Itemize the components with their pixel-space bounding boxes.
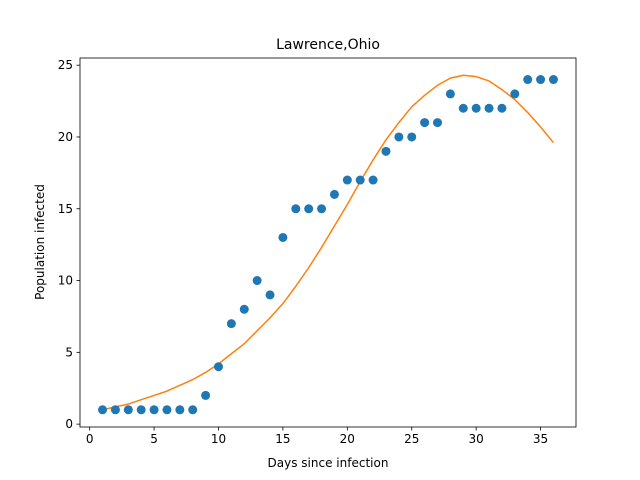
data-point: [265, 290, 275, 300]
data-point: [497, 103, 507, 113]
data-point: [355, 175, 365, 185]
data-point: [317, 204, 327, 214]
data-point: [98, 405, 108, 415]
x-tick-label: 30: [469, 432, 484, 446]
x-axis-label: Days since infection: [268, 456, 389, 470]
data-point: [175, 405, 185, 415]
data-point: [149, 405, 159, 415]
data-point: [278, 232, 288, 242]
data-point: [471, 103, 481, 113]
data-point: [368, 175, 378, 185]
x-tick-label: 10: [211, 432, 226, 446]
data-point: [420, 118, 430, 128]
data-point: [484, 103, 494, 113]
data-point: [162, 405, 172, 415]
data-point: [510, 89, 520, 99]
data-point: [226, 319, 236, 329]
y-tick-label: 5: [65, 345, 73, 359]
x-tick-label: 35: [533, 432, 548, 446]
y-axis-label: Population infected: [33, 184, 47, 300]
data-point: [407, 132, 417, 142]
data-point: [381, 146, 391, 156]
data-point: [394, 132, 404, 142]
data-point: [188, 405, 198, 415]
data-point: [523, 75, 533, 85]
data-point: [110, 405, 120, 415]
x-tick-label: 15: [275, 432, 290, 446]
data-point: [445, 89, 455, 99]
x-tick-label: 20: [340, 432, 355, 446]
data-point: [329, 189, 339, 199]
data-point: [548, 75, 558, 85]
data-point: [213, 362, 223, 372]
y-tick-label: 10: [58, 274, 73, 288]
y-tick-label: 0: [65, 417, 73, 431]
plot-frame: [79, 57, 577, 428]
fit-curve-line: [102, 74, 555, 411]
chart-title: Lawrence,Ohio: [276, 37, 380, 53]
x-tick-label: 25: [404, 432, 419, 446]
y-tick-label: 25: [58, 58, 73, 72]
data-point: [342, 175, 352, 185]
x-tick-label: 5: [150, 432, 158, 446]
data-point: [304, 204, 314, 214]
y-tick-label: 20: [58, 130, 73, 144]
data-point: [252, 276, 262, 286]
y-tick-label: 15: [58, 202, 73, 216]
data-point: [536, 75, 546, 85]
data-point: [136, 405, 146, 415]
data-point: [458, 103, 468, 113]
data-point: [433, 118, 443, 128]
data-point: [239, 304, 249, 314]
data-point: [123, 405, 133, 415]
x-tick-label: 0: [86, 432, 94, 446]
plot-area: 0 5 10 15 20 25 30 35 0 5 10 15 20 25: [58, 57, 577, 446]
data-point: [201, 390, 211, 400]
data-point: [291, 204, 301, 214]
